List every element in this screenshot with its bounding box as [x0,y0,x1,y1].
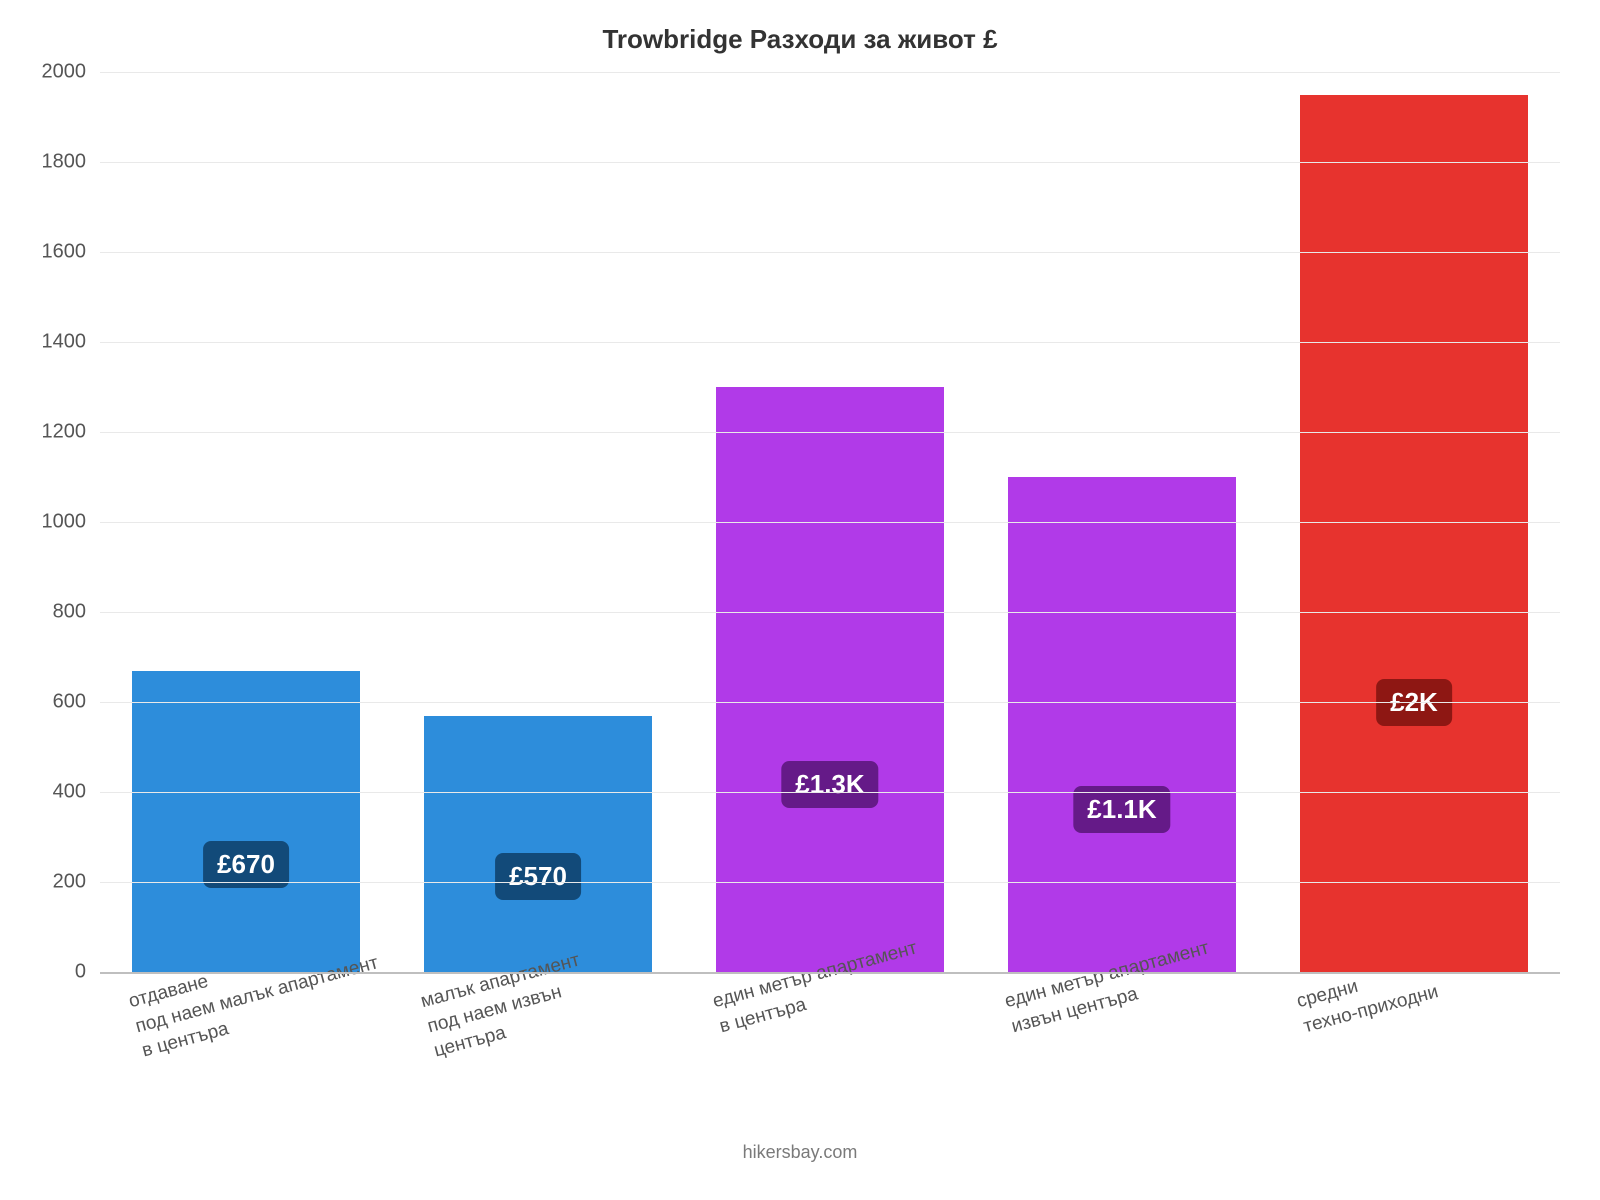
gridline [100,702,1560,703]
gridline [100,792,1560,793]
gridline [100,432,1560,433]
bar: £2K [1300,95,1528,973]
gridline [100,522,1560,523]
y-tick-label: 200 [53,871,100,894]
gridline [100,162,1560,163]
gridline [100,612,1560,613]
y-tick-label: 1400 [42,331,101,354]
y-tick-label: 400 [53,781,100,804]
gridline [100,252,1560,253]
y-tick-label: 800 [53,601,100,624]
y-tick-label: 0 [75,961,100,984]
y-tick-label: 2000 [42,61,101,84]
bar: £1.3K [716,387,944,972]
bar: £1.1K [1008,477,1236,972]
chart-container: Trowbridge Разходи за живот £ £670 £570 £1… [0,0,1600,1200]
plot-area: £670£570£1.3K£1.1K£2K отдаване под наем … [100,72,1560,972]
value-badge: £670 [203,841,289,888]
y-tick-label: 1000 [42,511,101,534]
bar: £670 [132,671,360,973]
gridline [100,882,1560,883]
value-badge: £1.3K [781,761,878,808]
y-tick-label: 1600 [42,241,101,264]
gridline [100,342,1560,343]
bar: £570 [424,716,652,973]
gridline [100,72,1560,73]
value-badge: £570 [495,853,581,900]
chart-title: Trowbridge Разходи за живот £ [0,24,1600,55]
gridline [100,972,1560,974]
value-badge: £1.1K [1073,786,1170,833]
y-tick-label: 600 [53,691,100,714]
y-tick-label: 1800 [42,151,101,174]
chart-footer: hikersbay.com [0,1142,1600,1163]
y-tick-label: 1200 [42,421,101,444]
